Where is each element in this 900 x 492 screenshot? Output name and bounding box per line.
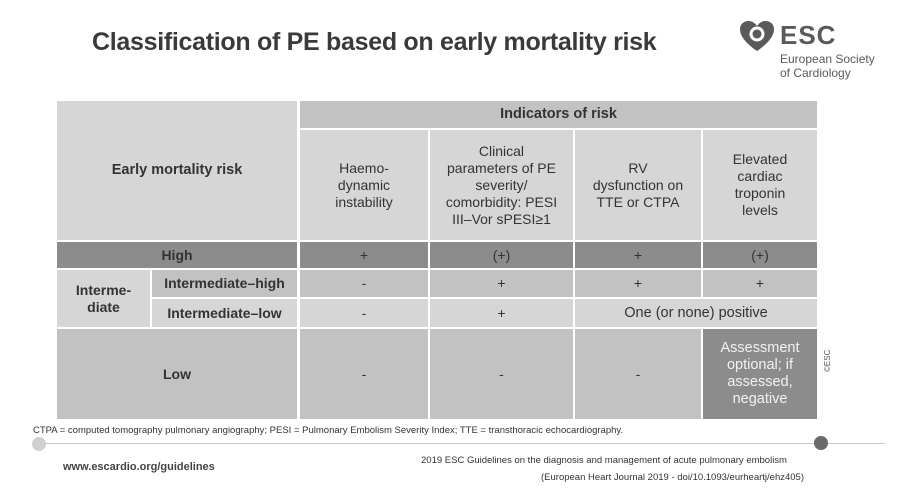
- low-troponin: Assessment optional; if assessed, negati…: [703, 329, 817, 419]
- esc-heart-icon: [740, 21, 774, 51]
- abbreviations-footnote: CTPA = computed tomography pulmonary ang…: [33, 425, 624, 436]
- indicators-header: Indicators of risk: [300, 101, 817, 128]
- high-haemodynamic: +: [300, 242, 428, 268]
- intermediate-low-clinical: +: [430, 299, 573, 327]
- row-label-low: Low: [57, 329, 297, 419]
- page-title: Classification of PE based on early mort…: [92, 28, 657, 56]
- intermediate-high-rv: +: [575, 270, 701, 297]
- high-clinical: (+): [430, 242, 573, 268]
- guidelines-link[interactable]: www.escardio.org/guidelines: [63, 461, 215, 473]
- copyright-mark: ©ESC: [823, 349, 832, 372]
- column-header-clinical-parameters: Clinical parameters of PE severity/ como…: [430, 130, 573, 240]
- logo-subtitle-line1: European Society: [780, 52, 875, 66]
- row-label-intermediate-low: Intermediate–low: [152, 299, 297, 327]
- high-troponin: (+): [703, 242, 817, 268]
- risk-classification-table: Early mortality risk Indicators of risk …: [57, 101, 817, 419]
- low-haemodynamic: -: [300, 329, 428, 419]
- early-mortality-header: Early mortality risk: [57, 101, 297, 240]
- intermediate-high-troponin: +: [703, 270, 817, 297]
- logo-brand: ESC: [780, 20, 837, 50]
- footer-dot-left: [32, 437, 46, 451]
- row-label-high: High: [57, 242, 297, 268]
- intermediate-low-haemodynamic: -: [300, 299, 428, 327]
- column-header-troponin: Elevated cardiac troponin levels: [703, 130, 817, 240]
- column-header-rv-dysfunction: RV dysfunction on TTE or CTPA: [575, 130, 701, 240]
- low-rv: -: [575, 329, 701, 419]
- footer-dot-right: [814, 436, 828, 450]
- low-clinical: -: [430, 329, 573, 419]
- footer-divider: [42, 443, 885, 444]
- logo-subtitle-line2: of Cardiology: [780, 66, 851, 80]
- guideline-citation: (European Heart Journal 2019 - doi/10.10…: [541, 472, 805, 483]
- column-header-haemodynamic: Haemo- dynamic instability: [300, 130, 428, 240]
- row-label-intermediate-high: Intermediate–high: [152, 270, 297, 297]
- intermediate-low-rv-troponin-merged: One (or none) positive: [575, 299, 817, 327]
- esc-logo: ESC European Society of Cardiology: [738, 20, 888, 90]
- intermediate-high-clinical: +: [430, 270, 573, 297]
- guideline-title: 2019 ESC Guidelines on the diagnosis and…: [421, 455, 787, 466]
- intermediate-high-haemodynamic: -: [300, 270, 428, 297]
- row-label-intermediate: Interme- diate: [57, 270, 150, 327]
- high-rv: +: [575, 242, 701, 268]
